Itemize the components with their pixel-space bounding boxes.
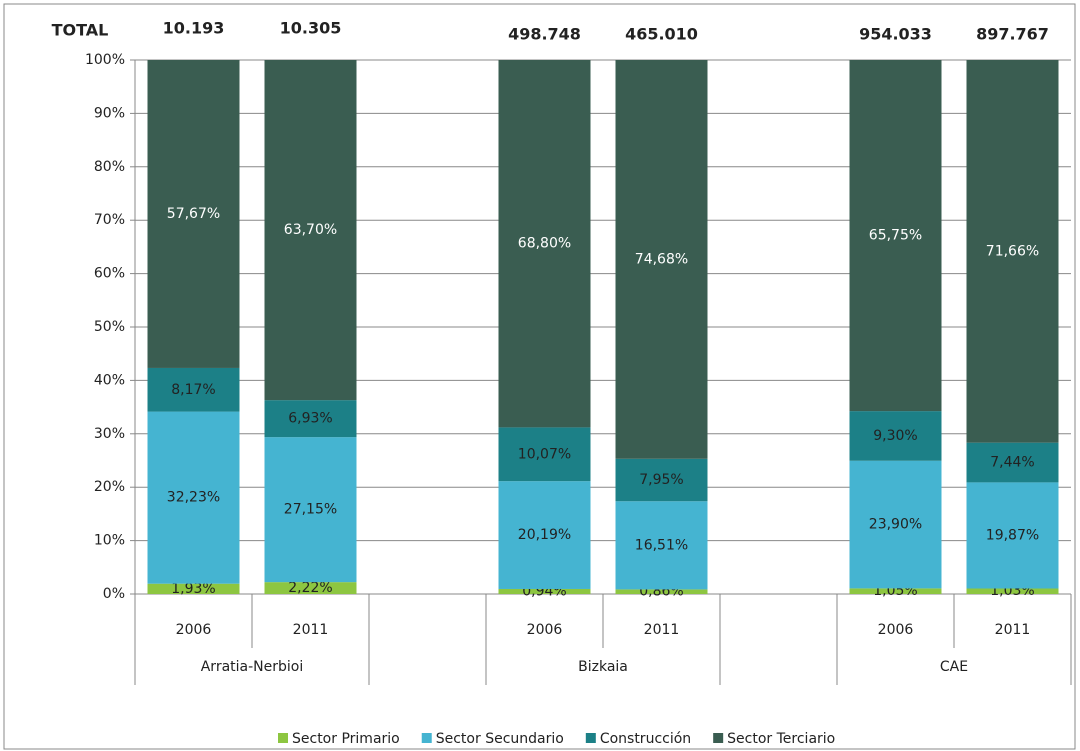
bar-segment	[498, 588, 591, 594]
data-label: 74,68%	[635, 251, 688, 267]
data-label: 10,07%	[518, 446, 571, 462]
y-tick-label: 20%	[94, 479, 125, 495]
data-label: 23,90%	[869, 517, 922, 533]
totals-label: TOTAL	[52, 21, 109, 40]
bar-segment	[966, 60, 1059, 443]
group-label: Bizkaia	[578, 659, 628, 675]
bar-segment	[966, 442, 1059, 483]
y-tick-label: 70%	[94, 212, 125, 228]
bar-segment	[849, 588, 942, 594]
y-tick-label: 80%	[94, 159, 125, 175]
bar-segment	[849, 460, 942, 589]
bar-segment	[849, 411, 942, 461]
data-label: 68,80%	[518, 236, 571, 252]
bar-segment	[498, 60, 591, 428]
data-label: 2,22%	[288, 580, 332, 596]
bar-segment	[147, 60, 240, 368]
data-label: 1,93%	[171, 581, 215, 597]
bar-segment	[147, 411, 240, 584]
legend-swatch	[585, 733, 596, 743]
x-tick-label: 2006	[878, 622, 914, 638]
legend-swatch	[421, 733, 432, 743]
x-tick-label: 2011	[293, 622, 329, 638]
group-label: CAE	[940, 659, 968, 675]
y-tick-label: 10%	[94, 533, 125, 549]
data-label: 6,93%	[288, 411, 332, 427]
x-tick-label: 2006	[527, 622, 563, 638]
bar-segment	[264, 60, 357, 401]
total-label: 897.767	[976, 25, 1049, 44]
bar-segment	[849, 60, 942, 412]
data-label: 65,75%	[869, 228, 922, 244]
data-label: 27,15%	[284, 502, 337, 518]
bar-segment	[498, 427, 591, 482]
bar-segment	[147, 367, 240, 412]
y-tick-label: 100%	[85, 52, 125, 68]
y-tick-label: 0%	[103, 586, 125, 602]
bar-segment	[615, 589, 708, 594]
chart-border	[3, 3, 1076, 750]
legend-label: Sector Terciario	[727, 731, 835, 747]
bar-segment	[615, 501, 708, 590]
y-tick-label: 40%	[94, 372, 125, 388]
total-label: 465.010	[625, 25, 698, 44]
total-label: 498.748	[508, 25, 581, 44]
data-label: 16,51%	[635, 537, 688, 553]
total-label: 10.305	[280, 19, 342, 38]
bar-segment	[147, 583, 240, 594]
data-label: 57,67%	[167, 206, 220, 222]
bar-segment	[498, 481, 591, 589]
legend-label: Sector Primario	[292, 731, 400, 747]
bar-segment	[615, 60, 708, 459]
data-label: 7,95%	[639, 472, 683, 488]
bar-segment	[264, 400, 357, 438]
total-label: 10.193	[163, 19, 225, 38]
bar-segment	[264, 437, 357, 583]
bar-segment	[966, 482, 1059, 589]
data-label: 63,70%	[284, 222, 337, 238]
bar-segment	[615, 458, 708, 502]
total-label: 954.033	[859, 25, 932, 44]
bar-segment	[264, 582, 357, 594]
data-label: 32,23%	[167, 490, 220, 506]
x-tick-label: 2011	[644, 622, 680, 638]
y-tick-label: 60%	[94, 266, 125, 282]
data-label: 8,17%	[171, 382, 215, 398]
data-label: 19,87%	[986, 527, 1039, 543]
data-label: 9,30%	[873, 428, 917, 444]
legend-swatch	[713, 733, 724, 743]
data-label: 71,66%	[986, 243, 1039, 259]
y-tick-label: 90%	[94, 105, 125, 121]
data-label: 20,19%	[518, 527, 571, 543]
data-label: 7,44%	[990, 455, 1034, 471]
y-tick-label: 50%	[94, 319, 125, 335]
legend-swatch	[278, 733, 288, 743]
bar-segment	[966, 588, 1059, 594]
legend-label: Sector Secundario	[436, 731, 564, 747]
x-tick-label: 2006	[176, 622, 212, 638]
x-tick-label: 2011	[995, 622, 1031, 638]
y-tick-label: 30%	[94, 426, 125, 442]
legend-label: Construcción	[600, 731, 691, 747]
group-label: Arratia-Nerbioi	[201, 659, 304, 675]
